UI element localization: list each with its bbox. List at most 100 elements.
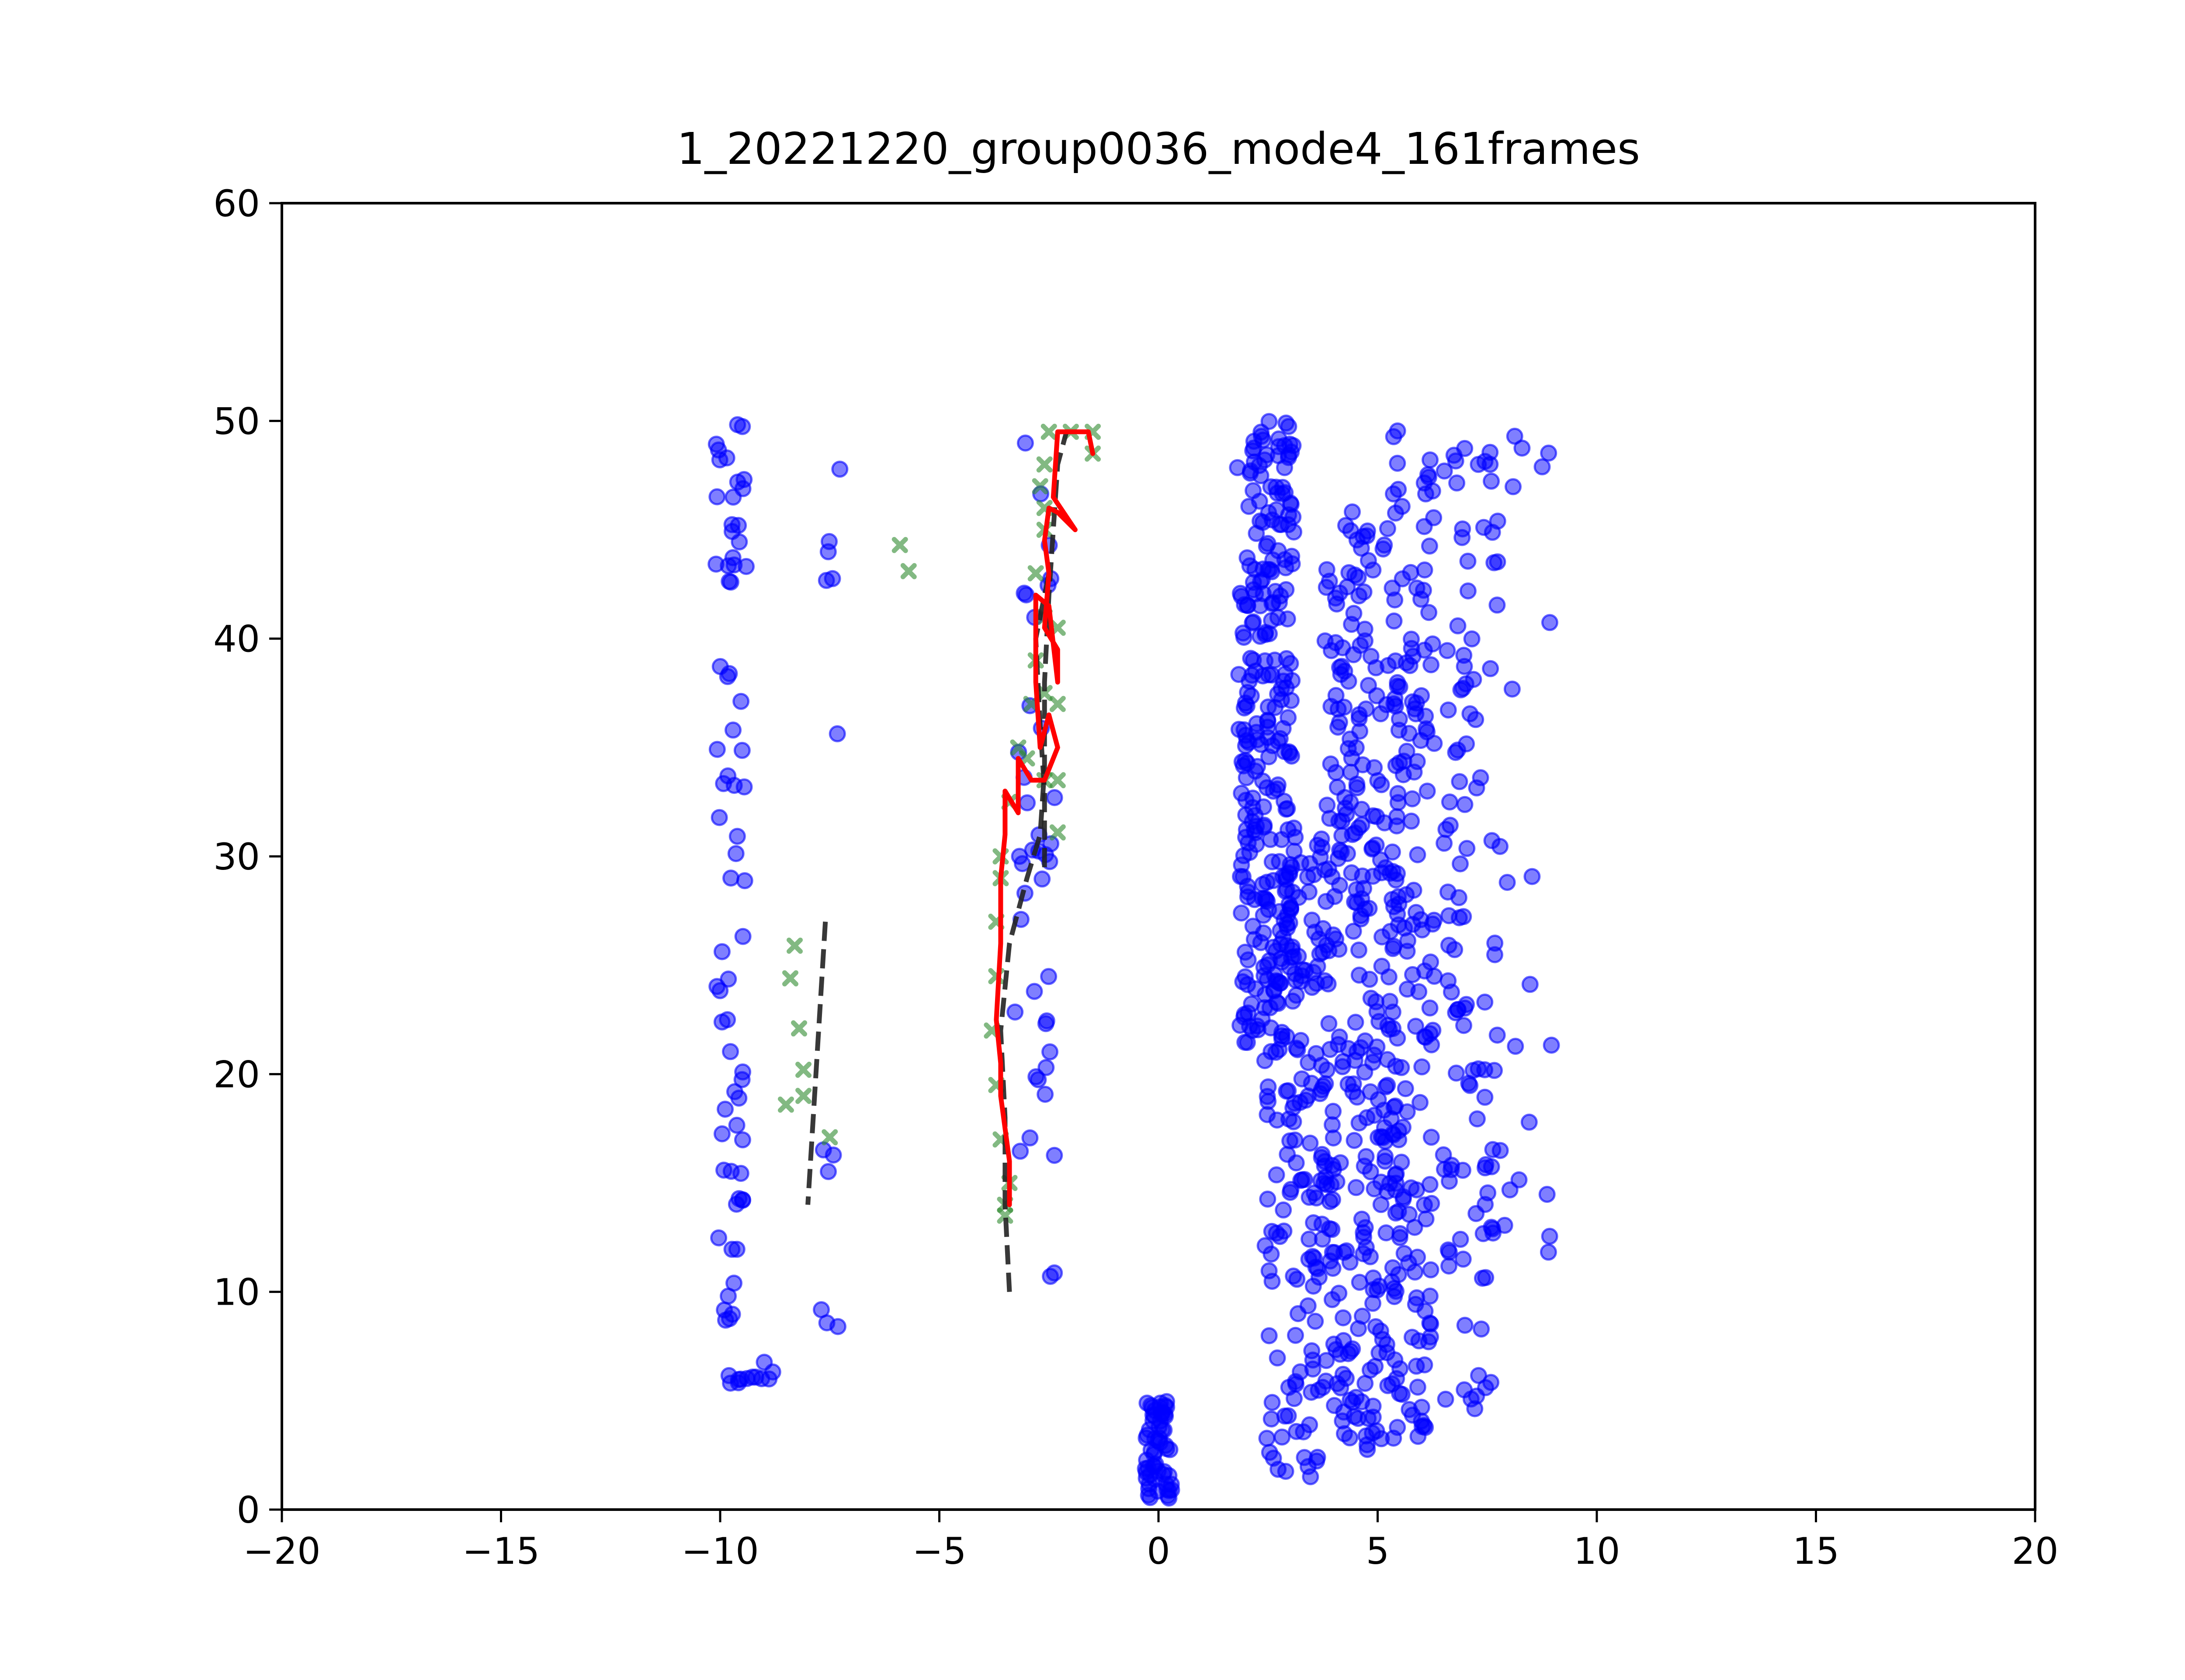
scatter-point [725, 488, 742, 506]
scatter-point [1381, 923, 1399, 940]
cross-marker [1049, 824, 1066, 841]
scatter-point [711, 658, 729, 675]
scatter-point [1389, 1419, 1406, 1436]
scatter-point [730, 517, 747, 534]
scatter-point [1406, 1263, 1424, 1281]
scatter-point [1384, 1259, 1401, 1276]
scatter-point [1399, 932, 1416, 949]
scatter-point [1238, 596, 1256, 614]
scatter-point [1263, 563, 1280, 581]
scatter-point [1244, 790, 1262, 807]
scatter-point [1358, 1436, 1376, 1454]
scatter-point [1402, 1179, 1420, 1197]
scatter-point [824, 570, 841, 587]
scatter-point [1439, 701, 1457, 719]
scatter-point [1447, 1064, 1465, 1082]
scatter-point [1034, 870, 1051, 888]
scatter-point [1389, 677, 1406, 695]
scatter-point [1285, 842, 1303, 860]
scatter-point [1347, 1014, 1364, 1031]
scatter-point [1252, 627, 1269, 645]
scatter-point [1491, 838, 1509, 855]
scatter-point [1351, 1274, 1368, 1291]
scatter-point [1235, 699, 1253, 717]
scatter-point [1280, 1379, 1297, 1396]
scatter-point [1259, 1088, 1276, 1105]
scatter-point [1459, 552, 1477, 570]
scatter-point [1377, 1224, 1395, 1242]
scatter-point [1327, 930, 1345, 948]
scatter-point [1339, 845, 1356, 863]
scatter-point [1321, 1041, 1339, 1058]
y-tick-label: 0 [237, 1489, 260, 1531]
scatter-point [1318, 1352, 1335, 1369]
scatter-point [1300, 1250, 1318, 1268]
scatter-point [1335, 1425, 1353, 1442]
dashed-trajectory-line [805, 921, 828, 1205]
scatter-point [1327, 634, 1344, 651]
scatter-point [1437, 1390, 1454, 1408]
scatter-point [710, 1229, 728, 1247]
cross-marker [1049, 772, 1066, 789]
scatter-point [1460, 1074, 1477, 1092]
scatter-point [1543, 1036, 1560, 1054]
scatter-point [733, 741, 751, 759]
scatter-point [1037, 1086, 1054, 1103]
scatter-point [1265, 783, 1282, 800]
scatter-point [1280, 418, 1297, 435]
scatter-point [1459, 582, 1477, 599]
scatter-point [1333, 658, 1350, 675]
scatter-point [1353, 816, 1370, 833]
scatter-point [1274, 479, 1291, 496]
scatter-point [1244, 918, 1262, 935]
cross-marker [822, 1129, 838, 1146]
x-tick-label: 10 [1574, 1530, 1620, 1573]
scatter-point [1252, 736, 1269, 753]
scatter-point [1383, 1375, 1401, 1392]
scatter-point [1440, 936, 1457, 954]
scatter-point [1151, 1394, 1169, 1412]
scatter-point [1521, 976, 1539, 993]
scatter-point [1409, 1248, 1426, 1266]
scatter-point [1372, 1174, 1390, 1191]
scatter-point [1280, 446, 1297, 464]
scatter-point [1541, 1228, 1558, 1245]
scatter-point [1262, 1410, 1280, 1428]
scatter-point [1409, 1379, 1426, 1396]
scatter-point [1393, 1386, 1411, 1403]
scatter-point [1456, 1316, 1474, 1334]
scatter-point [1407, 1018, 1424, 1035]
scatter-point [1394, 1191, 1412, 1208]
scatter-point [1301, 1416, 1318, 1434]
scatter-point [1313, 830, 1330, 848]
scatter-point [1498, 874, 1516, 891]
scatter-point [729, 473, 746, 491]
scatter-point [1356, 620, 1373, 638]
scatter-point [1364, 1397, 1382, 1415]
scatter-point [1258, 1430, 1276, 1447]
scatter-point [722, 869, 739, 887]
scatter-point [1483, 472, 1500, 490]
scatter-point [813, 1301, 830, 1318]
scatter-point [1331, 1028, 1348, 1046]
scatter-point [1271, 1228, 1289, 1245]
scatter-point [1162, 1476, 1180, 1493]
scatter-point [1012, 1143, 1029, 1160]
scatter-point [1415, 474, 1433, 492]
scatter-point [730, 1089, 748, 1107]
scatter-point [1393, 1059, 1410, 1076]
scatter-point [1279, 1146, 1296, 1163]
scatter-point [1364, 561, 1382, 579]
scatter-point [1275, 1201, 1292, 1219]
scatter-point [1461, 705, 1479, 723]
scatter-point [1288, 1039, 1305, 1057]
scatter-point [722, 1375, 739, 1392]
scatter-point [1496, 1216, 1513, 1234]
scatter-point [1346, 1408, 1363, 1425]
scatter-point [1262, 1245, 1280, 1263]
scatter-point [1350, 941, 1367, 959]
scatter-point [1510, 1171, 1528, 1188]
scatter-point [1541, 614, 1558, 631]
scatter-point [1271, 594, 1288, 611]
scatter-point [1425, 967, 1443, 985]
